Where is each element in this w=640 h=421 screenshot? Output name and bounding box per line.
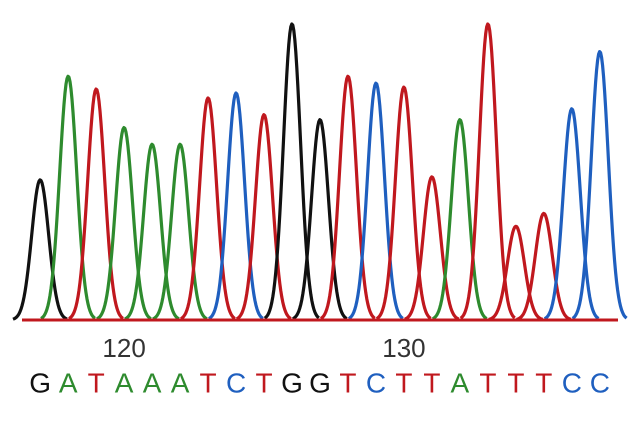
base-call: A xyxy=(451,367,470,398)
base-call: G xyxy=(309,367,331,398)
peak xyxy=(208,91,264,320)
base-call: T xyxy=(507,367,524,398)
peak xyxy=(68,87,124,320)
peak xyxy=(12,178,68,321)
base-call: T xyxy=(339,367,356,398)
peak xyxy=(431,118,488,321)
base-call: T xyxy=(200,367,217,398)
peak xyxy=(180,96,236,321)
base-call: T xyxy=(395,367,412,398)
base-call: A xyxy=(171,367,190,398)
peak xyxy=(292,118,348,321)
base-call: T xyxy=(423,367,440,398)
peak xyxy=(40,74,96,320)
base-call: C xyxy=(562,367,582,398)
peak xyxy=(96,126,152,321)
x-tick-label: 120 xyxy=(102,333,145,363)
peak xyxy=(375,85,432,320)
peak xyxy=(235,113,292,321)
base-call: A xyxy=(143,367,162,398)
peak xyxy=(459,22,516,320)
peak xyxy=(319,74,376,320)
peak xyxy=(263,22,320,320)
base-call: G xyxy=(281,367,303,398)
peak xyxy=(124,142,180,321)
base-call: C xyxy=(226,367,246,398)
base-call: A xyxy=(59,367,78,398)
base-call: T xyxy=(88,367,105,398)
peak xyxy=(516,211,572,321)
peak xyxy=(404,175,460,321)
x-tick-label: 130 xyxy=(382,333,425,363)
base-call: C xyxy=(366,367,386,398)
peak xyxy=(152,142,208,321)
base-call: T xyxy=(255,367,272,398)
peak xyxy=(347,81,404,320)
peak xyxy=(571,50,628,320)
peak xyxy=(488,224,544,321)
base-call: A xyxy=(115,367,134,398)
peak xyxy=(543,107,600,321)
base-call: T xyxy=(479,367,496,398)
base-call: G xyxy=(29,367,51,398)
base-call: C xyxy=(590,367,610,398)
base-call: T xyxy=(535,367,552,398)
